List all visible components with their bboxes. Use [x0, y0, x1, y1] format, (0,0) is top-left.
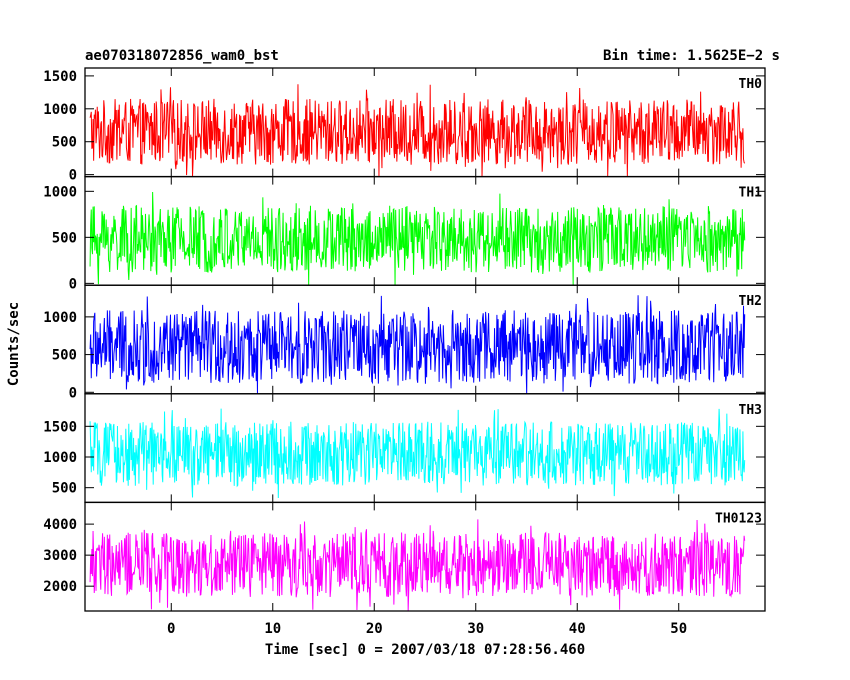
y-axis-label: Counts/sec — [6, 302, 22, 386]
y-tick-label: 4000 — [43, 517, 77, 533]
y-tick-label: 1000 — [43, 310, 77, 326]
panel-th0: 0 500 1000 1500 TH0 — [43, 67, 766, 184]
panel-label: TH2 — [739, 294, 762, 309]
x-tick-label: 10 — [264, 621, 281, 637]
bin-time-label: Bin time: 1.5625E−2 s — [603, 48, 780, 64]
y-tick-label: 500 — [52, 230, 77, 246]
y-tick-label: 2000 — [43, 579, 77, 595]
y-tick-label: 500 — [52, 348, 77, 364]
series-line-th2 — [89, 295, 746, 394]
series-line-th3 — [89, 408, 746, 498]
x-tick-label: 40 — [569, 621, 586, 637]
y-tick-label: 1500 — [43, 69, 77, 85]
panel-th2: 0 500 1000 TH2 — [43, 284, 766, 401]
x-tick-label: 30 — [467, 621, 484, 637]
x-tick-label: 20 — [366, 621, 383, 637]
y-tick-label: 0 — [69, 385, 77, 401]
x-axis-label: Time [sec] 0 = 2007/03/18 07:28:56.460 — [265, 642, 585, 658]
y-tick-label: 1500 — [43, 419, 77, 435]
series-line-th1 — [89, 191, 746, 286]
chart-title: ae070318072856_wam0_bst — [85, 48, 279, 64]
y-tick-label: 500 — [52, 135, 77, 151]
y-tick-label: 0 — [69, 168, 77, 184]
x-tick-label: 50 — [670, 621, 687, 637]
y-tick-label: 1000 — [43, 102, 77, 118]
series-line-th0123 — [89, 519, 746, 611]
y-tick-label: 3000 — [43, 548, 77, 564]
y-tick-label: 1000 — [43, 450, 77, 466]
panel-th0123: 2000 3000 4000 TH0123 — [43, 501, 766, 612]
panel-label: TH0123 — [715, 511, 762, 526]
y-tick-label: 1000 — [43, 184, 77, 200]
panel-frame — [84, 501, 766, 612]
panel-label: TH1 — [739, 186, 763, 201]
y-tick-label: 0 — [69, 276, 77, 292]
series-line-th0 — [89, 84, 746, 177]
panel-label: TH3 — [739, 403, 762, 418]
panel-label: TH0 — [739, 77, 763, 92]
panel-th1: 0 500 1000 TH1 — [43, 175, 766, 292]
y-tick-label: 500 — [52, 481, 77, 497]
x-tick-label: 0 — [167, 621, 175, 637]
panel-th3: 500 1000 1500 TH3 — [43, 393, 766, 504]
